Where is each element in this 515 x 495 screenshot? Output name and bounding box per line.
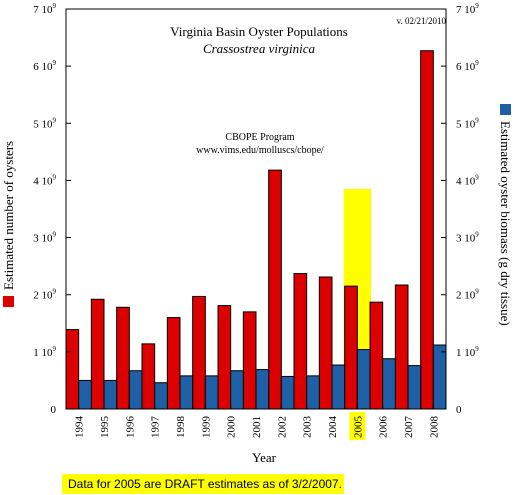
x-axis-label: Year	[252, 450, 277, 465]
x-tick-label-2001: 2001	[251, 416, 263, 438]
x-tick-label-1995: 1995	[99, 416, 111, 439]
chart-title: Virginia Basin Oyster Populations	[170, 24, 348, 39]
right-legend-swatch	[500, 104, 511, 115]
x-tick-label-1994: 1994	[74, 416, 86, 439]
y-tick-label-left: 1 109	[33, 345, 56, 359]
bar-biomass-2008	[432, 344, 447, 410]
x-tick-label-1996: 1996	[124, 416, 136, 439]
x-tick-label-2005: 2005	[352, 416, 364, 439]
y-tick-label-right: 5 109	[456, 116, 479, 130]
y-tick-label-left: 6 109	[33, 59, 56, 73]
bar-oyster-count-2008	[420, 50, 434, 410]
x-tick-label-1998: 1998	[175, 416, 187, 439]
bar-oyster-count-2000	[217, 305, 232, 410]
version-label: v. 02/21/2010	[397, 16, 447, 26]
bar-biomass-2007	[407, 365, 422, 410]
x-tick-label-1999: 1999	[200, 416, 212, 439]
y-tick-label-right: 7 109	[456, 2, 479, 16]
program-url: www.vims.edu/molluscs/cbope/	[196, 145, 324, 156]
chart-subtitle: Crassostrea virginica	[203, 41, 316, 56]
bar-biomass-2000	[230, 370, 244, 410]
bar-oyster-count-1999	[192, 295, 206, 410]
bar-biomass-2002	[280, 375, 295, 410]
program-label: CBOPE Program	[225, 132, 294, 143]
bar-biomass-1996	[128, 370, 143, 410]
bar-biomass-2003	[306, 375, 320, 410]
x-tick-label-1997: 1997	[150, 416, 162, 439]
bar-oyster-count-1994	[65, 329, 80, 410]
x-tick-label-2006: 2006	[378, 416, 390, 439]
bar-biomass-1994	[78, 379, 92, 410]
y-tick-label-right: 1 109	[456, 345, 479, 359]
y-tick-label-left: 7 109	[33, 2, 56, 16]
y-axis-label-left: Estimated number of oysters	[1, 141, 16, 290]
bar-oyster-count-2004	[318, 276, 333, 410]
x-tick-label-2000: 2000	[226, 416, 238, 439]
y-tick-label-right: 3 109	[456, 231, 479, 245]
highlight-label-band	[349, 412, 366, 440]
bar-oyster-count-2003	[293, 273, 308, 410]
bar-oyster-count-2007	[394, 284, 409, 410]
bar-biomass-1997	[154, 382, 168, 410]
bar-oyster-count-1995	[90, 298, 105, 410]
bar-oyster-count-1996	[116, 306, 130, 410]
bar-biomass-2005	[356, 349, 371, 410]
y-tick-label-right: 2 109	[456, 288, 479, 302]
bar-oyster-count-2005	[344, 285, 358, 410]
bar-oyster-count-2002	[268, 169, 282, 410]
y-tick-label-right: 0	[456, 404, 462, 416]
bar-oyster-count-2001	[242, 311, 257, 410]
left-axis-label-group: Estimated number of oysters	[1, 141, 16, 307]
bar-oyster-count-2006	[369, 301, 384, 410]
bar-biomass-1998	[179, 375, 194, 410]
bar-biomass-2004	[331, 364, 346, 410]
bar-biomass-1995	[103, 379, 118, 410]
y-tick-label-left: 5 109	[33, 116, 56, 130]
y-tick-label-left: 2 109	[33, 288, 56, 302]
y-tick-label-left: 3 109	[33, 231, 56, 245]
x-tick-label-2007: 2007	[403, 416, 415, 439]
y-tick-label-left: 0	[51, 404, 57, 416]
left-legend-swatch	[3, 296, 14, 307]
bar-oyster-count-1998	[166, 317, 181, 410]
y-tick-label-right: 4 109	[456, 173, 479, 187]
bar-biomass-2006	[382, 358, 396, 410]
x-tick-label-2004: 2004	[327, 416, 339, 439]
bar-oyster-count-1997	[141, 343, 156, 410]
y-tick-label-left: 4 109	[33, 173, 56, 187]
right-axis-label-group: Estimated oyster biomass (g dry tissue)	[498, 104, 513, 326]
draft-footnote: Data for 2005 are DRAFT estimates as of …	[62, 474, 344, 494]
y-axis-label-right: Estimated oyster biomass (g dry tissue)	[498, 121, 513, 326]
bar-biomass-1999	[204, 375, 219, 410]
x-tick-label-2003: 2003	[302, 416, 314, 439]
x-tick-label-2008: 2008	[428, 416, 440, 439]
plot-area: 0 0 1 109 1 109 2 109 2 109 3 109 3 109 4 109 4 1…	[33, 2, 479, 440]
y-tick-label-right: 6 109	[456, 59, 479, 73]
bar-biomass-2001	[255, 369, 270, 410]
x-tick-label-2002: 2002	[276, 416, 288, 438]
